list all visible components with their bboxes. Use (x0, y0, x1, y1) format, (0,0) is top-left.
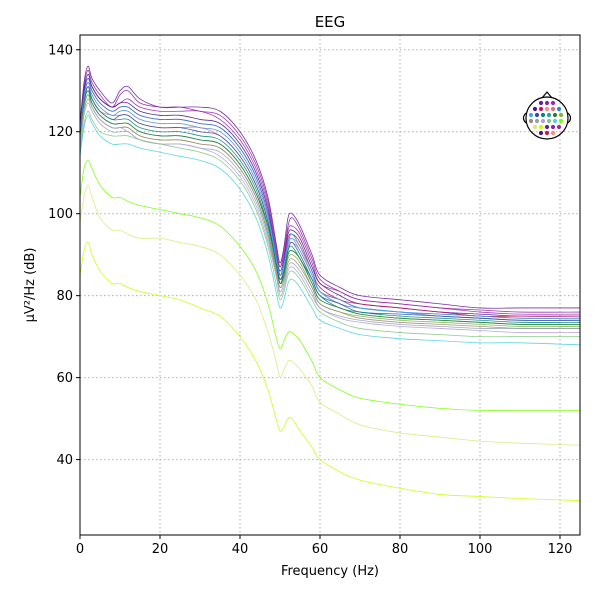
sensor-dot (556, 106, 562, 112)
series-line-6 (79, 86, 581, 321)
series-line-17 (79, 110, 580, 338)
y-tick-label: 60 (56, 371, 73, 386)
x-tick-label: 0 (76, 542, 84, 557)
series-line-15 (79, 102, 580, 329)
series-line-13 (79, 94, 581, 327)
x-tick-label: 80 (392, 542, 409, 557)
sensor-dot (550, 106, 556, 112)
sensor-dot (550, 130, 556, 136)
series-line-9 (79, 86, 581, 321)
series-line-16 (79, 98, 581, 334)
sensor-dot (528, 112, 534, 118)
series-line-5 (79, 86, 581, 319)
sensor-dot (552, 112, 558, 118)
y-tick-label: 80 (56, 289, 73, 304)
series-line-18 (79, 114, 581, 346)
sensor-dot (558, 118, 564, 124)
sensor-dot (534, 112, 540, 118)
sensor-dots (528, 100, 564, 136)
sensor-dot (528, 118, 534, 124)
x-tick-label: 120 (548, 542, 573, 557)
x-tick-label: 100 (468, 542, 493, 557)
series-line-10 (79, 90, 581, 323)
series-line-20 (79, 184, 581, 446)
sensor-dot (546, 112, 552, 118)
right-ear-icon (567, 112, 572, 124)
series-line-21 (79, 241, 581, 501)
grid (79, 35, 580, 535)
series-line-0 (79, 65, 580, 309)
sensor-dot (534, 118, 540, 124)
series-line-1 (79, 69, 581, 313)
sensor-dot (558, 112, 564, 118)
series-line-8 (79, 82, 581, 321)
series-line-19 (79, 160, 580, 411)
sensor-dot (546, 118, 552, 124)
sensor-dot (544, 100, 550, 106)
sensor-dot (538, 100, 544, 106)
y-tick-label: 120 (48, 125, 73, 140)
chart-title: EEG (315, 13, 346, 31)
sensor-dot (544, 106, 550, 112)
sensor-dot (532, 106, 538, 112)
sensor-dot (538, 130, 544, 136)
sensor-dot (556, 124, 562, 130)
sensor-dot (532, 124, 538, 130)
y-tick-label: 100 (48, 207, 73, 222)
sensor-dot (544, 130, 550, 136)
plot-frame (79, 34, 581, 536)
sensor-topomap-inset (522, 91, 572, 140)
sensor-dot (538, 106, 544, 112)
nose-icon (541, 91, 553, 99)
y-tick-label: 140 (48, 43, 73, 58)
x-tick-label: 20 (152, 542, 169, 557)
sensor-dot (550, 100, 556, 106)
x-tick-label: 40 (232, 542, 249, 557)
series-lines (79, 65, 581, 501)
sensor-dot (540, 112, 546, 118)
sensor-dot (538, 124, 544, 130)
x-tick-label: 60 (312, 542, 329, 557)
y-axis-label: µV²/Hz (dB) (23, 248, 38, 323)
sensor-dot (544, 124, 550, 130)
left-ear-icon (522, 112, 527, 124)
head-outline (525, 96, 569, 140)
y-tick-label: 40 (56, 453, 73, 468)
sensor-dot (540, 118, 546, 124)
axis-ticks: 0 20 40 60 80 100 120 40 60 80 100 120 140 (48, 43, 572, 557)
sensor-dot (550, 124, 556, 130)
x-axis-label: Frequency (Hz) (281, 564, 379, 579)
series-line-12 (79, 90, 581, 325)
series-line-4 (79, 82, 580, 317)
sensor-dot (552, 118, 558, 124)
series-line-2 (79, 78, 581, 315)
